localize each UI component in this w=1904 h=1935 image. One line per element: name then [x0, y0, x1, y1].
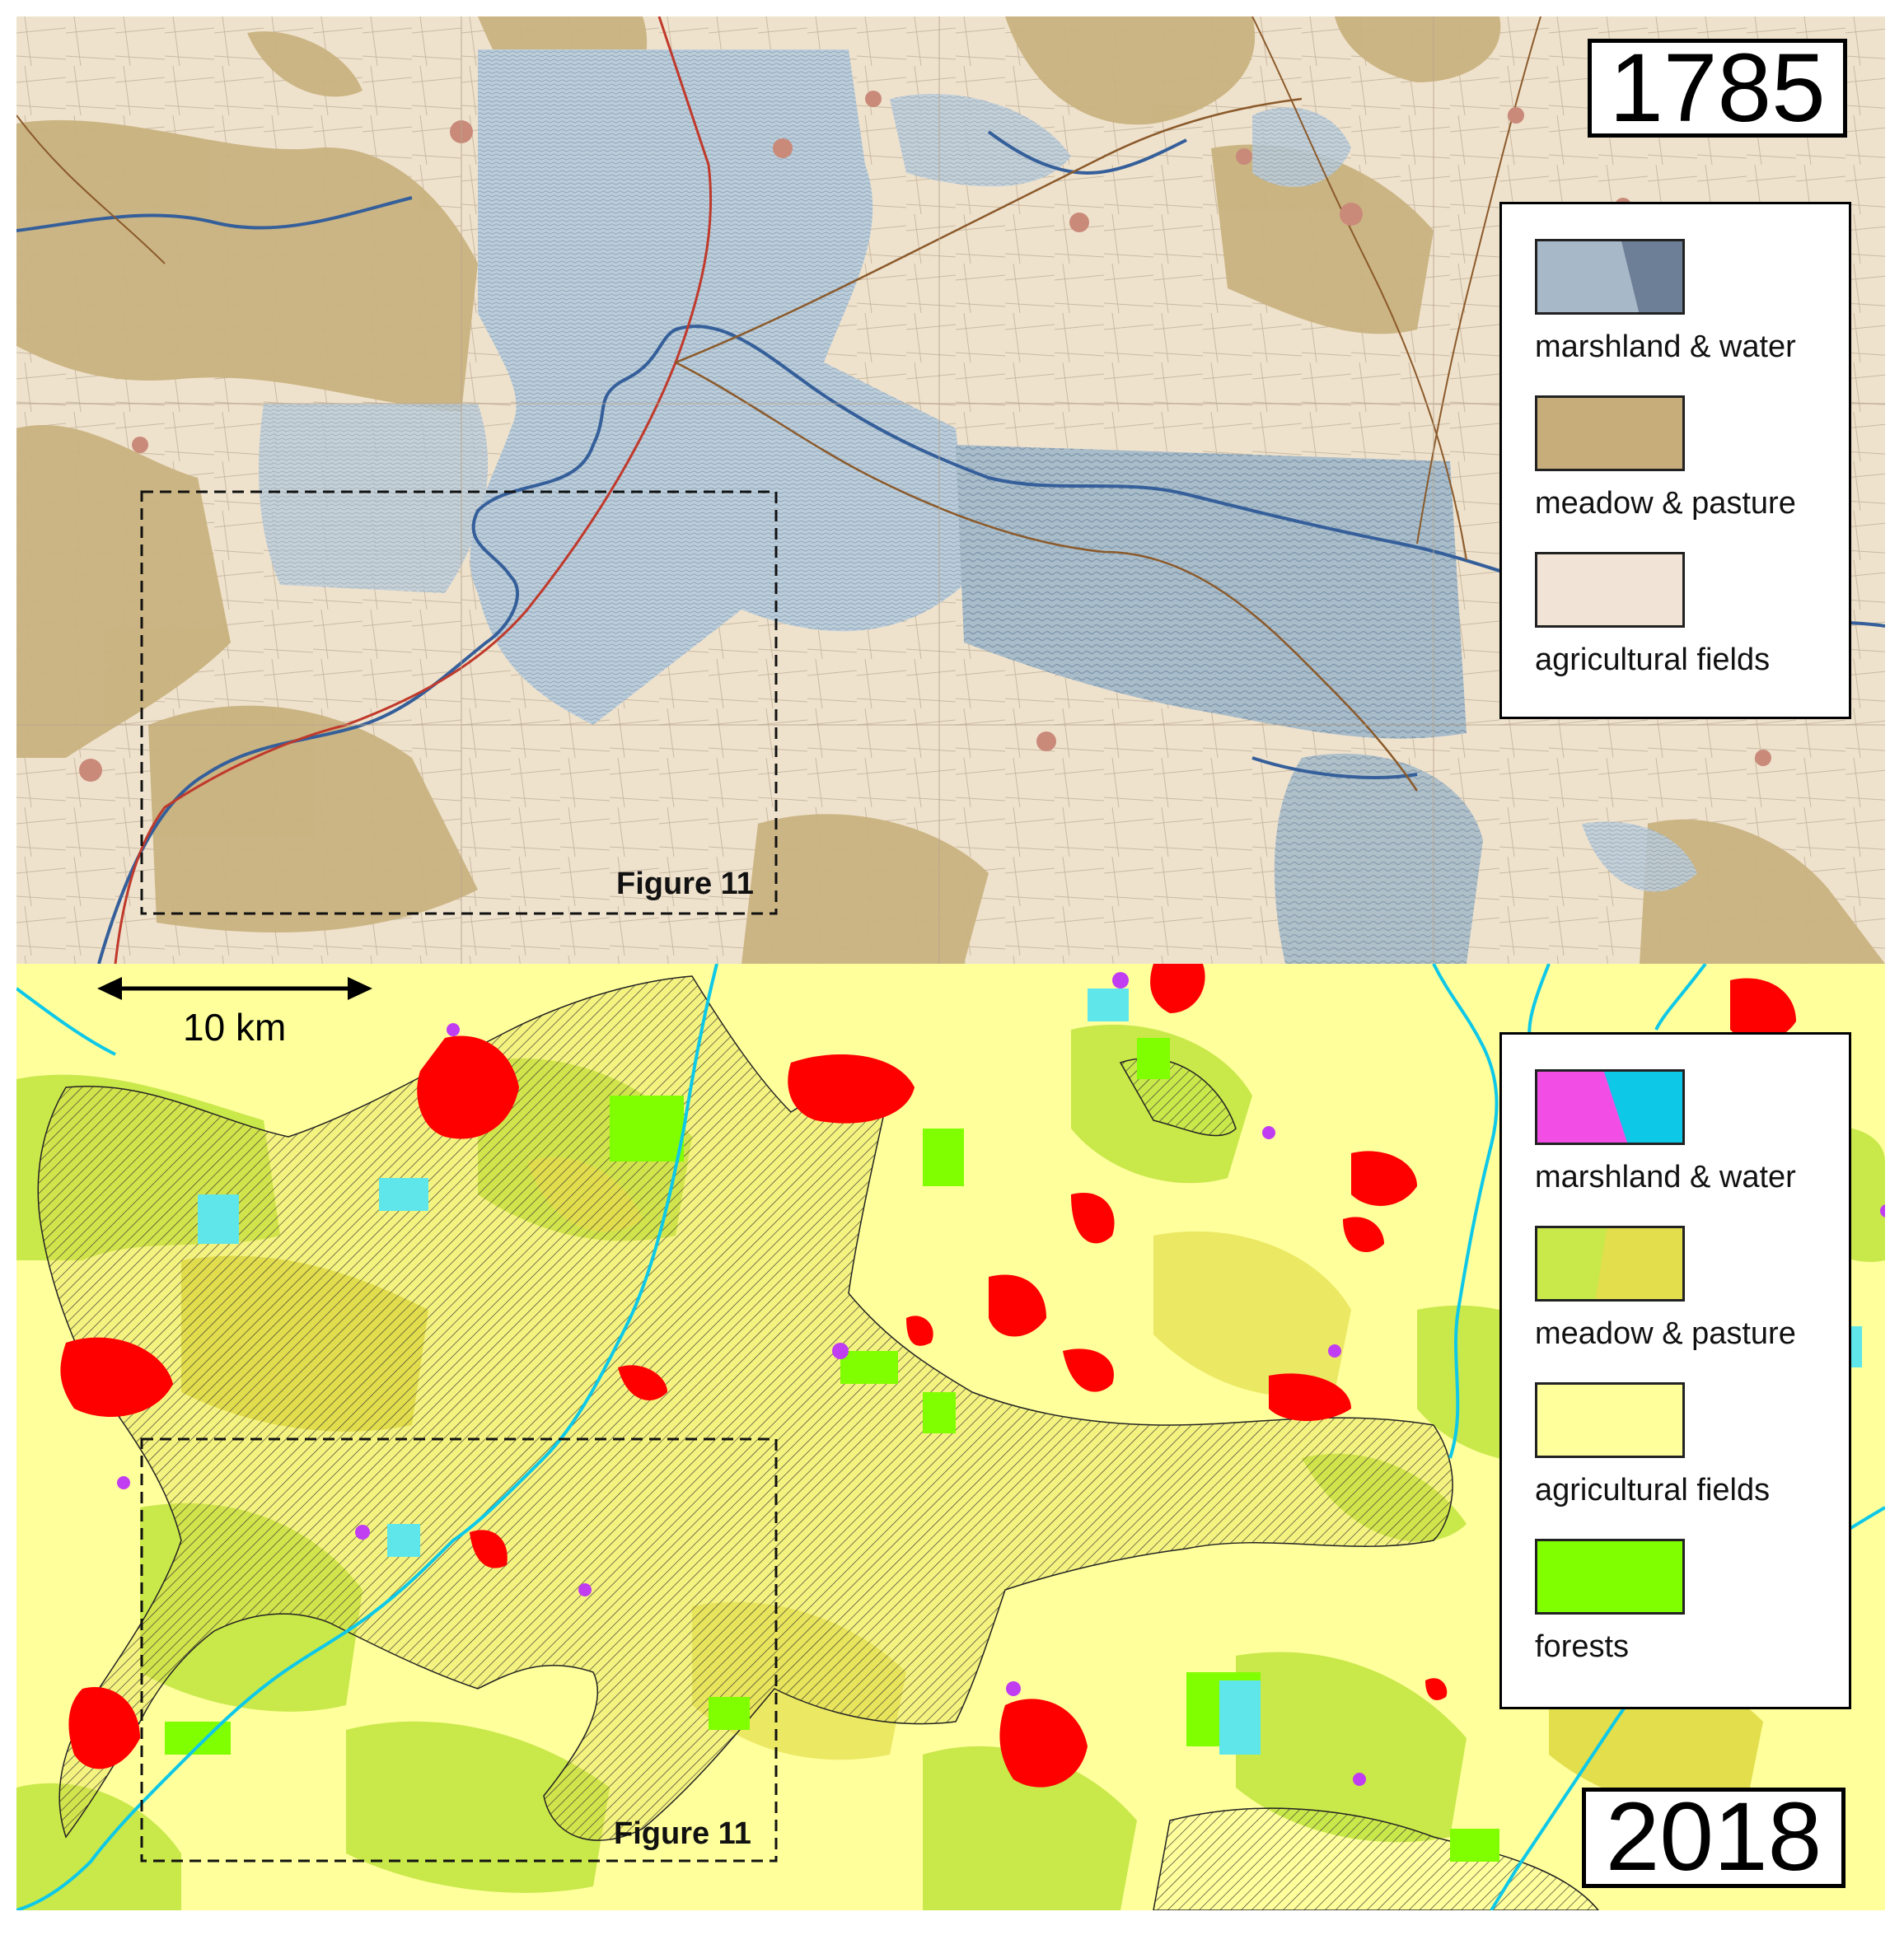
legend-swatch-agricultural-fields: [1535, 552, 1685, 628]
legend-swatch-marshland-water: [1535, 239, 1685, 315]
legend-label: agricultural fields: [1535, 643, 1771, 677]
year-label-1785: 1785: [1588, 39, 1847, 138]
legend-label: forests: [1535, 1629, 1630, 1664]
legend-1785: marshland & water meadow & pasture agric…: [1499, 202, 1851, 719]
legend-item-marshland-water: marshland & water: [1535, 1069, 1849, 1226]
legend-swatch-meadow-pasture: [1535, 1226, 1685, 1302]
figure-11-extent: [140, 1437, 778, 1863]
urban-areas: [60, 964, 1796, 1788]
legend-label: meadow & pasture: [1535, 1316, 1796, 1351]
year-label-2018: 2018: [1582, 1788, 1846, 1888]
legend-label: marshland & water: [1535, 330, 1796, 364]
legend-item-meadow-pasture: meadow & pasture: [1535, 1226, 1849, 1382]
scale-bar: [97, 977, 372, 1000]
legend-label: meadow & pasture: [1535, 486, 1796, 521]
former-marsh-extent-east: [1153, 1807, 1599, 1910]
figure-11-label-bottom: Figure 11: [614, 1816, 751, 1851]
figure-11-extent: [140, 490, 778, 915]
roads: [16, 16, 1541, 964]
legend-swatch-meadow-pasture: [1535, 395, 1685, 471]
legend-item-agricultural-fields: agricultural fields: [1535, 552, 1849, 708]
legend-label: marshland & water: [1535, 1160, 1796, 1194]
rivers: [16, 130, 1885, 964]
legend-swatch-marshland-water: [1535, 1069, 1685, 1145]
legend-item-agricultural-fields: agricultural fields: [1535, 1382, 1849, 1539]
legend-item-marshland-water: marshland & water: [1535, 239, 1849, 395]
year-text: 1785: [1609, 34, 1826, 143]
landuse-map-2018: 10 km Figure 11 2018 marshland & water m…: [16, 964, 1885, 1910]
historic-map-1785: Figure 11 1785 marshland & water meadow …: [16, 16, 1885, 964]
legend-swatch-forests: [1535, 1539, 1685, 1615]
scale-bar-label: 10 km: [183, 1006, 287, 1049]
legend-item-forests: forests: [1535, 1539, 1849, 1695]
legend-label: agricultural fields: [1535, 1473, 1771, 1507]
marsh-patches: [117, 972, 1885, 1786]
legend-swatch-agricultural-fields: [1535, 1382, 1685, 1458]
landuse-map-canvas: [16, 964, 1885, 1910]
legend-2018: marshland & water meadow & pasture agric…: [1499, 1032, 1851, 1709]
figure-11-label-top: Figure 11: [616, 867, 754, 901]
year-text: 2018: [1605, 1783, 1822, 1891]
legend-item-meadow-pasture: meadow & pasture: [1535, 395, 1849, 552]
